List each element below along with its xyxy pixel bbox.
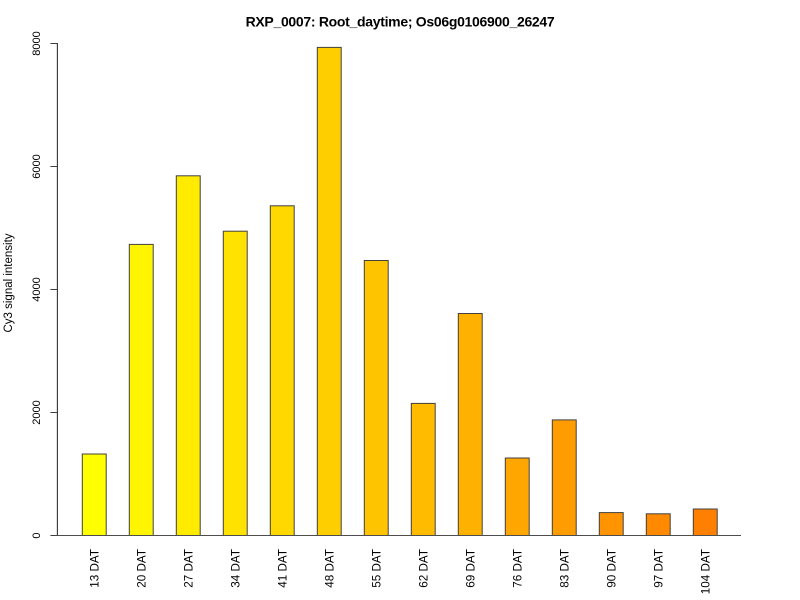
svg-text:41 DAT: 41 DAT [276,549,289,588]
svg-text:Cy3 signal intensity: Cy3 signal intensity [3,233,15,332]
svg-text:48 DAT: 48 DAT [323,549,336,588]
svg-text:13 DAT: 13 DAT [89,549,102,588]
svg-text:62 DAT: 62 DAT [417,549,430,588]
svg-text:104 DAT: 104 DAT [700,549,713,594]
svg-text:0: 0 [31,532,43,538]
svg-text:83 DAT: 83 DAT [559,549,572,588]
svg-text:27 DAT: 27 DAT [182,549,195,588]
svg-text:69 DAT: 69 DAT [464,549,477,588]
svg-text:6000: 6000 [31,154,43,178]
svg-text:2000: 2000 [31,400,43,424]
svg-text:8000: 8000 [31,31,43,55]
svg-text:RXP_0007: Root_daytime; Os06g0: RXP_0007: Root_daytime; Os06g0106900_262… [246,14,555,30]
svg-text:76 DAT: 76 DAT [512,549,525,588]
svg-text:20 DAT: 20 DAT [135,549,148,588]
svg-text:90 DAT: 90 DAT [606,549,619,588]
svg-text:34 DAT: 34 DAT [229,549,242,588]
svg-text:97 DAT: 97 DAT [653,549,666,588]
svg-text:55 DAT: 55 DAT [370,549,383,588]
svg-text:4000: 4000 [31,277,43,301]
